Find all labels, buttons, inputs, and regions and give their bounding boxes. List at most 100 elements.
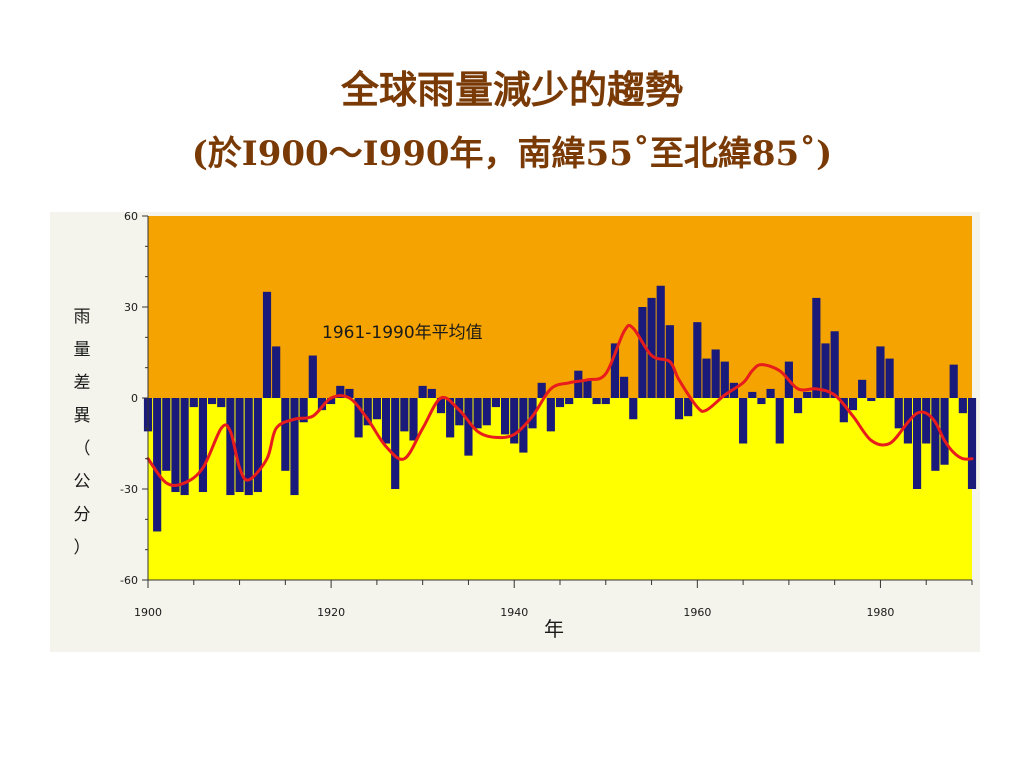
bar (858, 379, 867, 398)
y-axis-label-char: 差 (74, 373, 91, 393)
bar (262, 291, 272, 398)
bar (711, 349, 720, 398)
bar (748, 391, 757, 398)
positive-region (148, 216, 972, 398)
y-axis-label-char: 雨 (74, 307, 91, 327)
bar (235, 398, 244, 493)
bar (198, 398, 208, 493)
y-axis-label-char: 異 (74, 406, 91, 426)
bar (894, 398, 903, 429)
bar (684, 398, 693, 417)
bar (464, 398, 473, 456)
bar (848, 398, 858, 411)
y-tick-label: 60 (124, 210, 138, 223)
bar (436, 398, 446, 414)
bar (473, 398, 482, 429)
bar (299, 398, 308, 423)
x-tick-label: 1920 (317, 606, 345, 619)
bar (958, 398, 967, 414)
bar (327, 398, 336, 405)
trend-line (146, 323, 974, 487)
bar (290, 398, 299, 496)
bar (336, 385, 345, 398)
y-ticks: 60 30 0 -30 -60 (120, 210, 148, 587)
bar (427, 388, 436, 398)
x-ticks: 1900 1920 1940 1960 1980 (134, 580, 973, 619)
bar (812, 297, 821, 398)
bar (693, 322, 702, 398)
bar (317, 398, 327, 411)
bar (610, 343, 620, 398)
x-tick-label: 1900 (134, 606, 162, 619)
bar (400, 398, 409, 432)
title-line-2: (於I900～I990年，南緯55˚至北緯85˚) (191, 134, 833, 174)
bar (189, 398, 198, 408)
bar (381, 398, 391, 444)
bar (510, 398, 519, 444)
y-tick-label: -30 (120, 483, 138, 496)
bar (500, 398, 510, 435)
bar (674, 398, 684, 420)
bar (766, 388, 775, 398)
y-tick-label: 0 (131, 392, 138, 405)
bar (647, 297, 656, 398)
bar (638, 307, 647, 398)
bar (583, 379, 592, 398)
bar (418, 385, 427, 398)
bar (409, 398, 418, 441)
y-tick-label: 30 (124, 301, 138, 314)
y-axis-label-char: 量 (74, 340, 91, 360)
bar (272, 346, 281, 398)
bar (922, 398, 931, 444)
bar (153, 398, 162, 532)
bar (446, 398, 455, 438)
bar (180, 398, 189, 496)
bar (803, 391, 812, 398)
bar (565, 398, 574, 405)
bar (555, 398, 565, 408)
bar (574, 370, 583, 398)
bar (162, 398, 171, 471)
bar (949, 364, 958, 398)
x-tick-label: 1980 (866, 606, 894, 619)
bar (876, 346, 885, 398)
bar (629, 398, 638, 420)
negative-region (148, 398, 972, 580)
y-axis-label-char: （ (74, 439, 91, 459)
bar (546, 398, 555, 432)
bar (372, 398, 381, 420)
bar (940, 398, 949, 465)
bar (363, 398, 372, 426)
bar (345, 388, 354, 398)
bar (739, 398, 748, 444)
bar (244, 398, 253, 496)
bar (867, 398, 876, 402)
bar (601, 398, 610, 405)
bar (537, 382, 546, 398)
bar (354, 398, 363, 438)
y-axis-label-char: 公 (74, 472, 91, 492)
bar (253, 398, 262, 493)
bar (720, 361, 729, 398)
bar (885, 358, 894, 398)
bar (391, 398, 400, 489)
x-tick-label: 1940 (500, 606, 528, 619)
bar (482, 398, 491, 426)
bar (839, 398, 848, 423)
annotation-label: 1961-1990年平均值 (322, 323, 483, 343)
bar (217, 398, 226, 408)
bar (592, 398, 601, 405)
bar (967, 398, 977, 489)
bar (491, 398, 500, 408)
bar (793, 398, 803, 414)
x-axis-label: 年 (544, 617, 564, 641)
bar (226, 398, 235, 496)
bar (308, 355, 317, 398)
title-line-1: 全球雨量減少的趨勢 (340, 67, 683, 112)
bar (757, 398, 766, 405)
bar (821, 343, 830, 398)
bar (656, 285, 665, 398)
bar (208, 398, 217, 405)
